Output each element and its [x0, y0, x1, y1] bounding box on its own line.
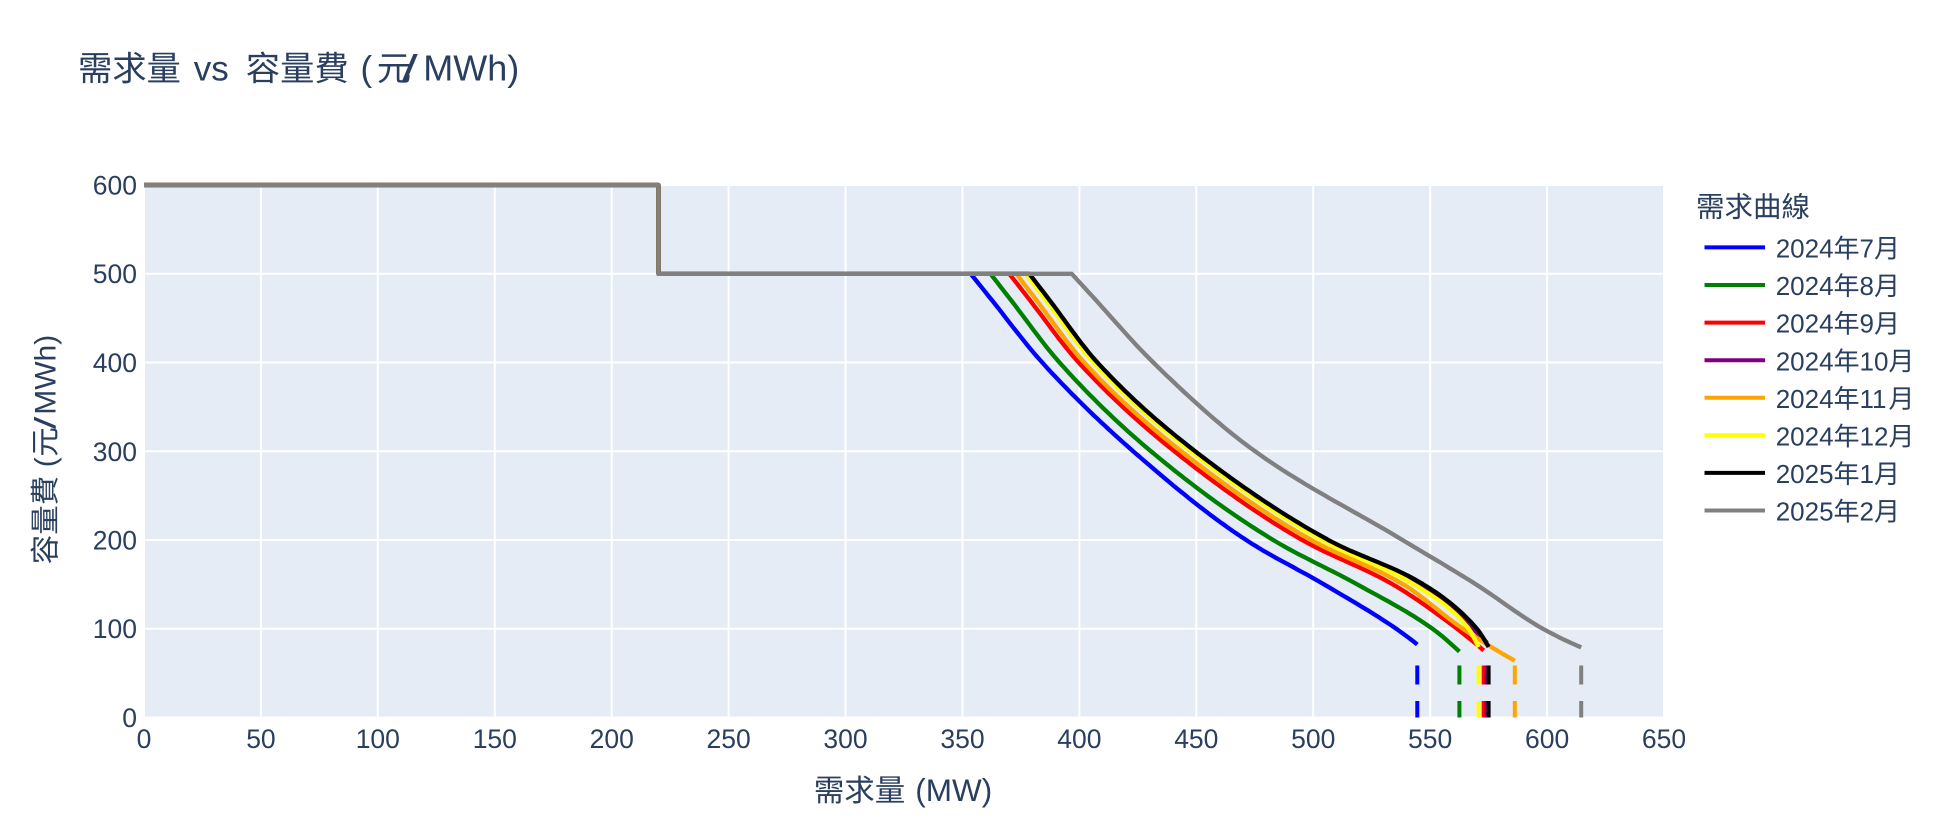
svg-text:200: 200: [93, 526, 137, 556]
svg-text:/: /: [29, 416, 63, 429]
svg-text:2024: 2024: [1776, 421, 1834, 451]
svg-text:(: (: [30, 457, 63, 467]
svg-text:2024: 2024: [1776, 309, 1834, 339]
svg-text:500: 500: [93, 259, 137, 289]
svg-text:10: 10: [1860, 346, 1889, 376]
svg-text:400: 400: [1057, 724, 1101, 754]
svg-text:(: (: [361, 50, 373, 89]
svg-text:/: /: [402, 48, 419, 89]
svg-text:400: 400: [93, 348, 137, 378]
svg-text:11: 11: [1860, 384, 1887, 414]
svg-text:500: 500: [1291, 724, 1335, 754]
svg-text:8: 8: [1860, 271, 1874, 301]
svg-text:12: 12: [1860, 421, 1889, 451]
svg-text:350: 350: [940, 724, 984, 754]
svg-text:2024: 2024: [1776, 234, 1834, 264]
svg-text:2024: 2024: [1776, 271, 1834, 301]
svg-text:150: 150: [473, 724, 517, 754]
svg-text:2024: 2024: [1776, 384, 1834, 414]
svg-text:600: 600: [1525, 724, 1569, 754]
svg-text:300: 300: [93, 437, 137, 467]
svg-text:7: 7: [1860, 234, 1874, 264]
svg-text:(MW): (MW): [915, 772, 992, 808]
svg-text:2024: 2024: [1776, 346, 1834, 376]
svg-text:0: 0: [122, 703, 137, 733]
svg-text:450: 450: [1174, 724, 1218, 754]
svg-text:250: 250: [707, 724, 751, 754]
svg-text:0: 0: [137, 724, 152, 754]
svg-text:100: 100: [356, 724, 400, 754]
svg-text:300: 300: [823, 724, 867, 754]
svg-text:vs: vs: [194, 50, 229, 89]
svg-text:1: 1: [1860, 459, 1874, 489]
svg-text:200: 200: [590, 724, 634, 754]
svg-text:100: 100: [93, 614, 137, 644]
svg-text:550: 550: [1408, 724, 1452, 754]
svg-text:MWh): MWh): [423, 48, 519, 89]
svg-text:600: 600: [93, 171, 137, 201]
svg-text:9: 9: [1860, 309, 1874, 339]
svg-text:2025: 2025: [1776, 459, 1834, 489]
svg-text:2025: 2025: [1776, 497, 1834, 527]
svg-text:MWh): MWh): [30, 335, 63, 415]
svg-text:2: 2: [1860, 497, 1874, 527]
svg-text:50: 50: [246, 724, 275, 754]
svg-text:650: 650: [1642, 724, 1686, 754]
